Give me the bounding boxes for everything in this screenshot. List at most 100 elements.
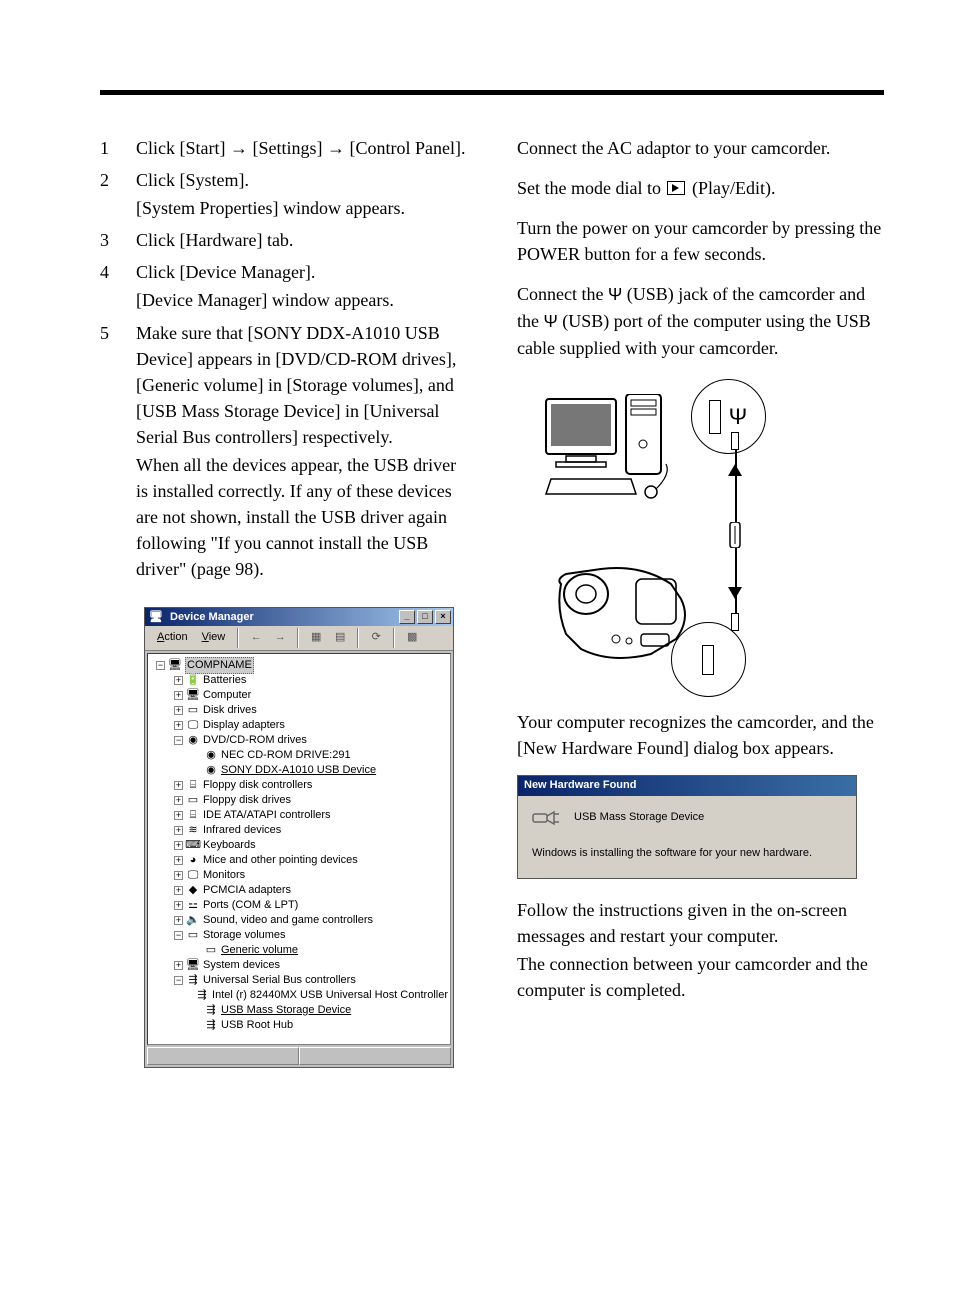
- tree-node[interactable]: ◉SONY DDX-A1010 USB Device: [150, 763, 448, 778]
- step-text: Click [Start] → [Settings] → [Control Pa…: [136, 135, 467, 161]
- toolbar-fwd-icon[interactable]: →: [269, 628, 291, 648]
- step-item: 5Make sure that [SONY DDX-A1010 USB Devi…: [100, 320, 467, 585]
- step-text: Make sure that [SONY DDX-A1010 USB Devic…: [136, 320, 467, 450]
- expand-icon[interactable]: +: [174, 691, 183, 700]
- computer-icon: 🖥: [149, 610, 163, 624]
- expand-icon[interactable]: +: [174, 706, 183, 715]
- expand-icon[interactable]: +: [174, 871, 183, 880]
- tree-node-label: Sound, video and game controllers: [203, 913, 373, 928]
- maximize-button[interactable]: □: [417, 610, 433, 624]
- device-icon: ⚍: [186, 898, 200, 912]
- expand-icon[interactable]: +: [174, 826, 183, 835]
- connection-illustration: Ψ: [531, 379, 871, 689]
- dialog-title: New Hardware Found: [518, 776, 856, 796]
- tree-node[interactable]: +🔋Batteries: [150, 673, 448, 688]
- tree-node[interactable]: +🔈Sound, video and game controllers: [150, 913, 448, 928]
- tree-node[interactable]: ◉NEC CD-ROM DRIVE:291: [150, 748, 448, 763]
- tree-node[interactable]: ▭Generic volume: [150, 943, 448, 958]
- device-icon: ⇶: [195, 988, 209, 1002]
- tree-node[interactable]: +◕Mice and other pointing devices: [150, 853, 448, 868]
- toolbar-props-icon[interactable]: ▩: [401, 628, 423, 648]
- expand-icon[interactable]: +: [174, 856, 183, 865]
- tree-node-label: Ports (COM & LPT): [203, 898, 298, 913]
- tree-node[interactable]: +🖥Computer: [150, 688, 448, 703]
- step-text: Click [System].: [136, 167, 467, 193]
- collapse-icon[interactable]: −: [174, 931, 183, 940]
- expand-icon[interactable]: +: [174, 841, 183, 850]
- toolbar-list-icon[interactable]: ▤: [329, 628, 351, 648]
- step-text: Click [Hardware] tab.: [136, 227, 467, 253]
- expand-icon[interactable]: +: [174, 781, 183, 790]
- device-icon: ◕: [186, 853, 200, 867]
- minimize-button[interactable]: _: [399, 610, 415, 624]
- tree-node[interactable]: +⌸Floppy disk controllers: [150, 778, 448, 793]
- tree-node-label: Mice and other pointing devices: [203, 853, 358, 868]
- device-tree[interactable]: −🖥COMPNAME+🔋Batteries+🖥Computer+▭Disk dr…: [147, 653, 451, 1045]
- collapse-icon[interactable]: −: [174, 976, 183, 985]
- tree-node[interactable]: −▭Storage volumes: [150, 928, 448, 943]
- expand-icon[interactable]: +: [174, 901, 183, 910]
- dialog-message: Windows is installing the software for y…: [532, 846, 842, 862]
- tree-node[interactable]: ⇶USB Root Hub: [150, 1018, 448, 1033]
- toolbar-tree-icon[interactable]: ▦: [305, 628, 327, 648]
- steps-list: 1Click [Start] → [Settings] → [Control P…: [100, 135, 467, 585]
- tree-node-label: IDE ATA/ATAPI controllers: [203, 808, 331, 823]
- tree-node[interactable]: ⇶Intel (r) 82440MX USB Universal Host Co…: [150, 988, 448, 1003]
- device-icon: ▭: [186, 793, 200, 807]
- new-hardware-found-dialog: New Hardware Found USB Mass Storage Devi…: [517, 775, 857, 879]
- tree-node[interactable]: +▭Floppy disk drives: [150, 793, 448, 808]
- step-number: 3: [100, 227, 118, 255]
- usb-port-icon: [709, 400, 721, 434]
- menu-view[interactable]: View: [196, 629, 232, 647]
- tree-node[interactable]: +🖥System devices: [150, 958, 448, 973]
- expand-icon[interactable]: +: [174, 961, 183, 970]
- tree-node-label: USB Root Hub: [221, 1018, 293, 1033]
- hardware-icon: [532, 808, 560, 828]
- tree-node-label: Generic volume: [221, 943, 298, 958]
- expand-icon[interactable]: +: [174, 886, 183, 895]
- device-icon: 🔋: [186, 673, 200, 687]
- instruction-text: Set the mode dial to (Play/Edit).: [517, 175, 884, 201]
- device-icon: ≋: [186, 823, 200, 837]
- expand-icon[interactable]: +: [174, 811, 183, 820]
- expand-icon[interactable]: +: [174, 721, 183, 730]
- step-item: 2Click [System].[System Properties] wind…: [100, 167, 467, 223]
- tree-node[interactable]: +◆PCMCIA adapters: [150, 883, 448, 898]
- device-icon: 🖥: [168, 658, 182, 672]
- device-icon: ◉: [204, 748, 218, 762]
- tree-node[interactable]: ⇶USB Mass Storage Device: [150, 1003, 448, 1018]
- expand-icon[interactable]: +: [174, 916, 183, 925]
- device-manager-window: 🖥 Device Manager _ □ × Action View ← → ▦: [144, 607, 454, 1068]
- instruction-text: Connect the Ψ (USB) jack of the camcorde…: [517, 281, 884, 361]
- collapse-icon[interactable]: −: [156, 661, 165, 670]
- usb-icon: Ψ: [544, 312, 558, 331]
- menu-action[interactable]: Action: [151, 629, 194, 647]
- tree-node[interactable]: −⇶Universal Serial Bus controllers: [150, 973, 448, 988]
- toolbar-refresh-icon[interactable]: ⟳: [365, 628, 387, 648]
- step-number: 5: [100, 320, 118, 585]
- toolbar-back-icon[interactable]: ←: [245, 628, 267, 648]
- tree-node[interactable]: +🖵Monitors: [150, 868, 448, 883]
- tree-node[interactable]: +⚍Ports (COM & LPT): [150, 898, 448, 913]
- device-icon: ◆: [186, 883, 200, 897]
- tree-node[interactable]: +⌨Keyboards: [150, 838, 448, 853]
- device-name-text: USB Mass Storage Device: [574, 810, 704, 826]
- expand-icon[interactable]: +: [174, 676, 183, 685]
- tree-node[interactable]: +⌸IDE ATA/ATAPI controllers: [150, 808, 448, 823]
- tree-node[interactable]: −◉DVD/CD-ROM drives: [150, 733, 448, 748]
- device-icon: ⇶: [204, 1018, 218, 1032]
- tree-node[interactable]: +≋Infrared devices: [150, 823, 448, 838]
- close-button[interactable]: ×: [435, 610, 451, 624]
- expand-icon[interactable]: +: [174, 796, 183, 805]
- instruction-text: Connect the AC adaptor to your camcorder…: [517, 135, 884, 161]
- step-item: 4Click [Device Manager].[Device Manager]…: [100, 259, 467, 315]
- step-text: [Device Manager] window appears.: [136, 287, 467, 313]
- device-icon: ⌨: [186, 838, 200, 852]
- instruction-text: Your computer recognizes the camcorder, …: [517, 709, 884, 761]
- tree-node[interactable]: +🖵Display adapters: [150, 718, 448, 733]
- tree-node[interactable]: −🖥COMPNAME: [150, 658, 448, 673]
- step-number: 2: [100, 167, 118, 223]
- tree-node-label: SONY DDX-A1010 USB Device: [221, 763, 376, 778]
- collapse-icon[interactable]: −: [174, 736, 183, 745]
- tree-node[interactable]: +▭Disk drives: [150, 703, 448, 718]
